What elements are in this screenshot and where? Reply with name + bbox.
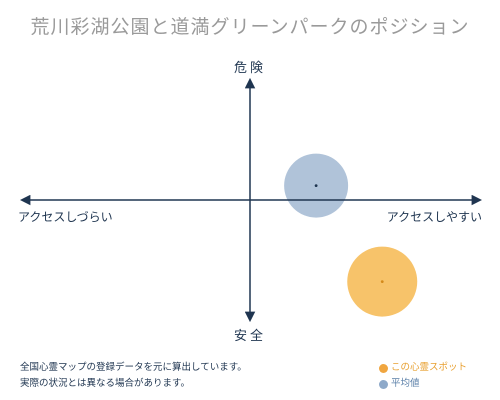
footnote: 全国心霊マップの登録データを元に算出しています。 実際の状況とは異なる場合があり… [20, 360, 247, 392]
legend-dot-avg [379, 379, 388, 389]
footnote-line-2: 実際の状況とは異なる場合があります。 [20, 378, 191, 389]
legend: この心霊スポット 平均値 [379, 360, 467, 392]
legend-label-this: この心霊スポット [391, 362, 468, 373]
footnote-line-1: 全国心霊マップの登録データを元に算出しています。 [20, 362, 247, 373]
legend-item-this: この心霊スポット [379, 360, 467, 376]
x-axis-right-label: アクセスしやすい [387, 210, 482, 224]
center-dot-this-spot [380, 280, 384, 283]
x-axis-left-label: アクセスしづらい [18, 210, 113, 224]
center-dot-average [314, 184, 318, 188]
legend-dot-this [379, 363, 388, 373]
legend-label-avg: 平均値 [391, 378, 420, 389]
legend-item-avg: 平均値 [379, 376, 467, 392]
y-axis-bottom-label: 安全 [234, 328, 266, 344]
chart-title: 荒川彩湖公園と道満グリーンパークのポジション [30, 16, 470, 38]
y-axis-top-label: 危険 [234, 61, 266, 76]
